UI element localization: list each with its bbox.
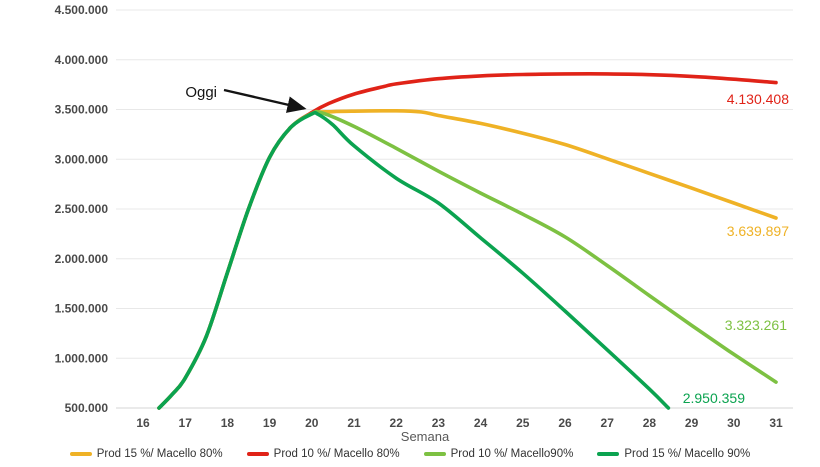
series-end-label: 3.639.897 — [727, 223, 789, 239]
series-line-prod-10-macello90- — [157, 109, 778, 410]
legend-item-prod-10-macello-80-: Prod 10 %/ Macello 80% — [246, 448, 400, 460]
x-tick-label: 31 — [769, 416, 783, 430]
annotation-arrow — [223, 88, 307, 113]
legend-item-prod-15-macello-80-: Prod 15 %/ Macello 80% — [69, 448, 223, 460]
x-tick-label: 29 — [685, 416, 699, 430]
x-tick-label: 27 — [601, 416, 615, 430]
x-tick-label: 22 — [390, 416, 404, 430]
x-tick-label: 21 — [347, 416, 361, 430]
x-tick-label: 17 — [179, 416, 193, 430]
x-tick-label: 18 — [221, 416, 235, 430]
x-tick-label: 23 — [432, 416, 446, 430]
y-tick-label: 2.500.000 — [55, 202, 109, 216]
annotation-oggi: Oggi — [185, 84, 217, 101]
y-tick-label: 4.000.000 — [55, 53, 109, 67]
y-tick-label: 1.000.000 — [55, 351, 109, 365]
y-tick-label: 3.000.000 — [55, 152, 109, 166]
y-tick-label: 500.000 — [65, 401, 109, 415]
legend-label: Prod 10 %/ Macello90% — [450, 448, 574, 460]
y-tick-label: 2.000.000 — [55, 252, 109, 266]
x-tick-label: 19 — [263, 416, 277, 430]
x-tick-label: 20 — [305, 416, 319, 430]
series-end-label: 4.130.408 — [727, 91, 789, 107]
x-tick-label: 28 — [643, 416, 657, 430]
series-line-prod-15-macello-90- — [157, 110, 671, 410]
y-tick-label: 4.500.000 — [55, 3, 109, 17]
legend-item-prod-15-macello-90-: Prod 15 %/ Macello 90% — [597, 448, 750, 460]
x-axis-title: Semana — [401, 429, 450, 443]
legend-marker-line — [246, 452, 269, 456]
legend-label: Prod 15 %/ Macello 80% — [96, 448, 223, 460]
x-tick-label: 24 — [474, 416, 488, 430]
series-end-label: 2.950.359 — [683, 390, 745, 406]
legend-marker-line — [69, 452, 92, 456]
chart-legend: Prod 15 %/ Macello 80% Prod 10 %/ Macello… — [0, 443, 820, 465]
x-tick-label: 16 — [136, 416, 150, 430]
y-tick-label: 3.500.000 — [55, 103, 109, 117]
x-tick-label: 30 — [727, 416, 741, 430]
x-tick-label: 26 — [558, 416, 572, 430]
x-tick-label: 25 — [516, 416, 530, 430]
series-line-prod-15-macello-80- — [157, 108, 778, 410]
series-end-label: 3.323.261 — [725, 317, 787, 333]
legend-item-prod-10-macello90-: Prod 10 %/ Macello90% — [423, 448, 574, 460]
legend-label: Prod 15 %/ Macello 90% — [624, 448, 751, 460]
y-tick-label: 1.500.000 — [55, 302, 109, 316]
line-chart-canvas: 500.000 1.000.000 1.500.000 2.000.000 2.500.… — [55, 3, 793, 443]
legend-marker-line — [597, 452, 620, 456]
legend-label: Prod 10 %/ Macello 80% — [273, 448, 400, 460]
legend-marker-line — [423, 452, 446, 456]
